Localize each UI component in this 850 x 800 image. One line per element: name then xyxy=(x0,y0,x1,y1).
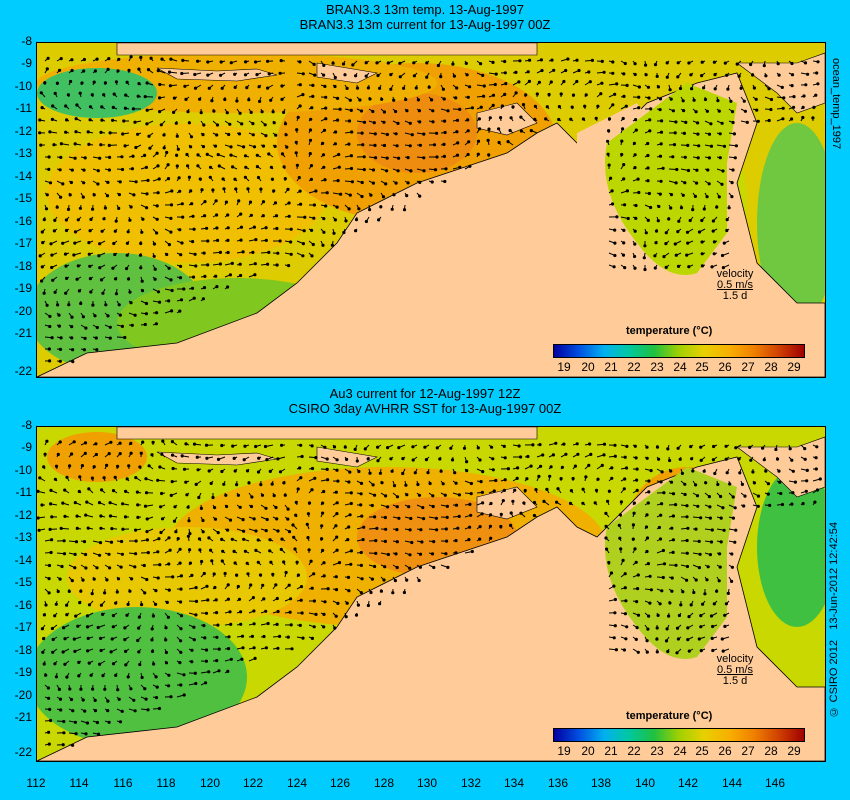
lat-tick: -12 xyxy=(14,124,32,138)
colorbar-tick: 23 xyxy=(650,744,664,758)
colorbar-tick: 22 xyxy=(627,744,641,758)
colorbar-tick: 19 xyxy=(557,360,571,374)
lat-tick: -9 xyxy=(21,56,32,70)
bottom-map-canvas xyxy=(37,427,825,761)
lat-tick: -18 xyxy=(14,259,32,273)
lat-tick: -17 xyxy=(14,620,32,634)
colorbar-tick: 23 xyxy=(650,360,664,374)
colorbar-tick: 27 xyxy=(741,744,755,758)
lon-tick: 134 xyxy=(503,776,525,790)
lat-tick: -13 xyxy=(14,146,32,160)
bottom-colorbar-title: temperature (°C) xyxy=(626,710,713,722)
lat-tick: -20 xyxy=(14,304,32,318)
colorbar-tick: 25 xyxy=(695,744,709,758)
colorbar-tick: 21 xyxy=(604,744,618,758)
lat-tick: -21 xyxy=(14,710,32,724)
colorbar-tick: 29 xyxy=(787,744,801,758)
lat-tick: -15 xyxy=(14,575,32,589)
velocity-scale: 0.5 m/s xyxy=(716,279,754,291)
colorbar-tick: 28 xyxy=(764,360,778,374)
colorbar-tick: 19 xyxy=(557,744,571,758)
top-map xyxy=(36,42,826,378)
top-colorbar xyxy=(553,344,805,358)
timestamp-label: 13-Jun-2012 12:42:54 xyxy=(828,522,840,630)
lat-tick: -8 xyxy=(21,418,32,432)
colorbar-tick: 28 xyxy=(764,744,778,758)
lat-tick: -11 xyxy=(15,485,32,499)
lat-tick: -10 xyxy=(14,79,32,93)
lat-tick: -9 xyxy=(21,440,32,454)
colorbar-tick: 20 xyxy=(581,744,595,758)
colorbar-tick: 21 xyxy=(604,360,618,374)
lon-tick: 122 xyxy=(242,776,264,790)
lat-tick: -20 xyxy=(14,688,32,702)
lat-tick: -12 xyxy=(14,508,32,522)
lon-tick: 146 xyxy=(764,776,786,790)
lat-tick: -19 xyxy=(14,665,32,679)
lon-tick: 124 xyxy=(286,776,308,790)
lon-tick: 116 xyxy=(113,776,133,790)
lat-tick: -21 xyxy=(14,326,32,340)
colorbar-tick: 26 xyxy=(718,744,732,758)
colorbar-tick: 27 xyxy=(741,360,755,374)
side-label: ocean_temp_1997 xyxy=(830,58,842,150)
lat-tick: -11 xyxy=(15,101,32,115)
lat-tick: -19 xyxy=(14,281,32,295)
lat-tick: -18 xyxy=(14,643,32,657)
lat-tick: -17 xyxy=(14,236,32,250)
bottom-colorbar xyxy=(553,728,805,742)
velocity-duration: 1.5 d xyxy=(722,675,748,687)
velocity-scale: 0.5 m/s xyxy=(716,664,754,676)
lon-tick: 144 xyxy=(721,776,743,790)
colorbar-tick: 22 xyxy=(627,360,641,374)
velocity-duration: 1.5 d xyxy=(722,290,748,302)
lon-tick: 130 xyxy=(416,776,438,790)
lat-tick: -14 xyxy=(14,169,32,183)
top-velocity-legend: velocity 0.5 m/s 1.5 d xyxy=(700,269,770,302)
lon-tick: 114 xyxy=(69,776,89,790)
velocity-label: velocity xyxy=(716,653,754,665)
lon-tick: 140 xyxy=(634,776,656,790)
colorbar-tick: 25 xyxy=(695,360,709,374)
lat-tick: -14 xyxy=(14,553,32,567)
bottom-title-1: Au3 current for 12-Aug-1997 12Z xyxy=(329,386,521,401)
lat-tick: -22 xyxy=(14,364,32,378)
lat-tick: -10 xyxy=(14,463,32,477)
lat-tick: -13 xyxy=(14,530,32,544)
credit-label: © CSIRO 2012 xyxy=(828,640,840,718)
colorbar-tick: 20 xyxy=(581,360,595,374)
lon-tick: 142 xyxy=(677,776,699,790)
colorbar-tick: 24 xyxy=(673,744,687,758)
top-title-1: BRAN3.3 13m temp. 13-Aug-1997 xyxy=(326,2,524,17)
colorbar-tick: 24 xyxy=(673,360,687,374)
lat-tick: -15 xyxy=(14,191,32,205)
top-map-canvas xyxy=(37,43,825,377)
bottom-title-2: CSIRO 3day AVHRR SST for 13-Aug-1997 00Z xyxy=(288,401,562,416)
colorbar-tick: 26 xyxy=(718,360,732,374)
lon-tick: 126 xyxy=(329,776,351,790)
velocity-label: velocity xyxy=(716,268,754,280)
lon-tick: 128 xyxy=(373,776,395,790)
lon-tick: 112 xyxy=(26,776,46,790)
lat-tick: -22 xyxy=(14,745,32,759)
top-colorbar-title: temperature (°C) xyxy=(626,325,713,337)
bottom-velocity-legend: velocity 0.5 m/s 1.5 d xyxy=(700,654,770,687)
lon-tick: 138 xyxy=(590,776,612,790)
top-title-2: BRAN3.3 13m current for 13-Aug-1997 00Z xyxy=(299,17,551,32)
colorbar-tick: 29 xyxy=(787,360,801,374)
lon-tick: 136 xyxy=(547,776,569,790)
bottom-map xyxy=(36,426,826,762)
lat-tick: -16 xyxy=(14,598,32,612)
lon-tick: 132 xyxy=(460,776,482,790)
lat-tick: -8 xyxy=(21,34,32,48)
lon-tick: 120 xyxy=(199,776,221,790)
lon-tick: 118 xyxy=(156,776,176,790)
lat-tick: -16 xyxy=(14,214,32,228)
